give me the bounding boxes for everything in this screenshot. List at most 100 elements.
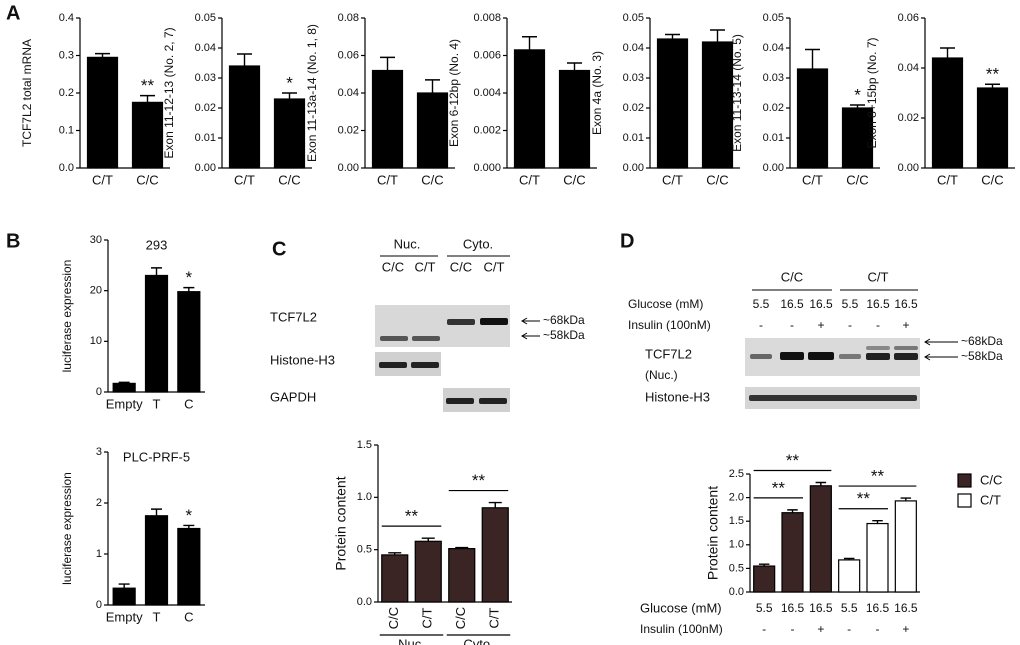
blot-insulin: + <box>902 318 909 332</box>
group-label: Cyto. <box>463 636 493 645</box>
error-bar <box>567 62 582 71</box>
x-tick-label: C/T <box>92 172 113 187</box>
error-bar <box>151 508 162 516</box>
x-tick-label: C/T <box>377 172 398 187</box>
error-bar <box>985 83 1000 88</box>
blot-glucose: 5.5 <box>753 297 770 311</box>
x-tick-label: 16.5 <box>781 601 805 615</box>
y-tick-label: 2.0 <box>729 492 744 504</box>
x-tick-label: T <box>153 609 161 624</box>
x-tick-label: C/T <box>420 607 435 628</box>
bar <box>558 69 591 169</box>
blot-row: TCF7L2 <box>270 309 317 324</box>
bar <box>144 274 169 393</box>
error-bar <box>95 52 110 58</box>
significance: * <box>186 506 193 525</box>
x-axis-label: Glucose (mM) <box>640 600 722 615</box>
bar <box>841 107 874 169</box>
y-tick-label: 10 <box>90 335 102 347</box>
y-tick-label: 0.008 <box>473 12 501 24</box>
bar <box>371 69 404 169</box>
y-tick-label: 0.0 <box>59 162 74 174</box>
bar <box>228 65 261 169</box>
panel-letter: D <box>620 230 634 252</box>
blot-row: GAPDH <box>270 389 316 404</box>
blot-insulin: - <box>848 318 852 332</box>
x-tick-label: C/T <box>487 607 502 628</box>
legend-swatch <box>957 493 972 508</box>
y-tick-label: 0.02 <box>763 102 784 114</box>
error-bar <box>140 94 155 103</box>
y-tick-label: 0.002 <box>473 124 501 136</box>
x-axis-label-2: Insulin (100nM) <box>640 622 723 636</box>
y-tick-label: 0.01 <box>195 132 216 144</box>
error-bar <box>665 33 680 39</box>
blot-insulin-label: Insulin (100nM) <box>628 318 711 332</box>
error-bar <box>183 524 195 529</box>
x-tick-label: C/T <box>662 172 683 187</box>
error-bar <box>388 552 402 555</box>
blot-glucose: 5.5 <box>842 297 859 311</box>
x-tick-label: 5.5 <box>756 601 773 615</box>
bar <box>796 68 829 169</box>
significance: ** <box>141 76 155 95</box>
blot-row: TCF7L2 <box>645 346 692 361</box>
y-tick-label: 0.04 <box>763 42 784 54</box>
y-tick-label: 0.00 <box>898 162 919 174</box>
x-tick-label: 16.5 <box>809 601 833 615</box>
y-tick-label: 1 <box>96 548 102 560</box>
blot-arrows <box>380 255 958 361</box>
blot-group: C/T <box>868 269 889 284</box>
y-tick-label: 1.0 <box>729 539 744 551</box>
error-bar <box>758 563 770 567</box>
bracket-label: ** <box>772 478 786 497</box>
bar <box>414 540 442 603</box>
x-tick-label: C/T <box>519 172 540 187</box>
y-tick-label: 0.04 <box>338 87 359 99</box>
y-tick-label: 0.02 <box>898 112 919 124</box>
legend-label: C/T <box>980 492 1001 507</box>
y-tick-label: 0.02 <box>195 102 216 114</box>
x-tick-label: C/T <box>234 172 255 187</box>
bar <box>894 500 917 593</box>
y-axis-label: luciferase expression <box>60 472 74 585</box>
bar <box>481 507 509 603</box>
y-tick-label: 0 <box>96 599 102 611</box>
y-tick-label: 0.01 <box>623 132 644 144</box>
y-tick-label: 2.5 <box>729 468 744 480</box>
y-tick-label: 0.02 <box>338 124 359 136</box>
bar <box>381 554 409 603</box>
error-bar <box>237 53 252 66</box>
x-tick-label: C/C <box>846 172 868 187</box>
panel-letter: C <box>272 238 286 260</box>
bracket-label: ** <box>405 507 419 526</box>
error-bar <box>282 92 297 99</box>
panel-letter: B <box>6 230 20 252</box>
error-bar <box>710 29 725 42</box>
y-tick-label: 0 <box>96 386 102 398</box>
error-bar <box>118 583 130 589</box>
y-tick-label: 0.00 <box>623 162 644 174</box>
y-tick-label: 0.1 <box>59 124 74 136</box>
y-axis-label: TCF7L2 total mRNA <box>20 39 34 147</box>
y-axis-label: luciferase expression <box>60 260 74 373</box>
bar <box>177 291 201 393</box>
significance: * <box>186 268 193 287</box>
blot-row: (Nuc.) <box>645 368 678 382</box>
y-axis-label: Exon 6-12bp (No. 4) <box>447 39 461 147</box>
error-bar <box>843 557 855 560</box>
blot-glucose-label: Glucose (mM) <box>628 297 703 311</box>
x-tick-label: C/C <box>386 607 401 629</box>
bar <box>809 485 832 593</box>
x-tick-label: C/C <box>706 172 728 187</box>
blot-lane: C/C <box>382 259 404 274</box>
y-tick-label: 2 <box>96 497 102 509</box>
blot-glucose: 16.5 <box>809 297 833 311</box>
blot-marker: ~68kDa <box>543 313 585 327</box>
y-tick-label: 0.05 <box>623 12 644 24</box>
y-axis-label: Exon 11-13-14 (No. 5) <box>730 34 744 152</box>
y-tick-label: 20 <box>90 285 102 297</box>
y-tick-label: 1.5 <box>357 439 372 451</box>
error-bar <box>118 381 130 384</box>
bar <box>416 92 449 169</box>
